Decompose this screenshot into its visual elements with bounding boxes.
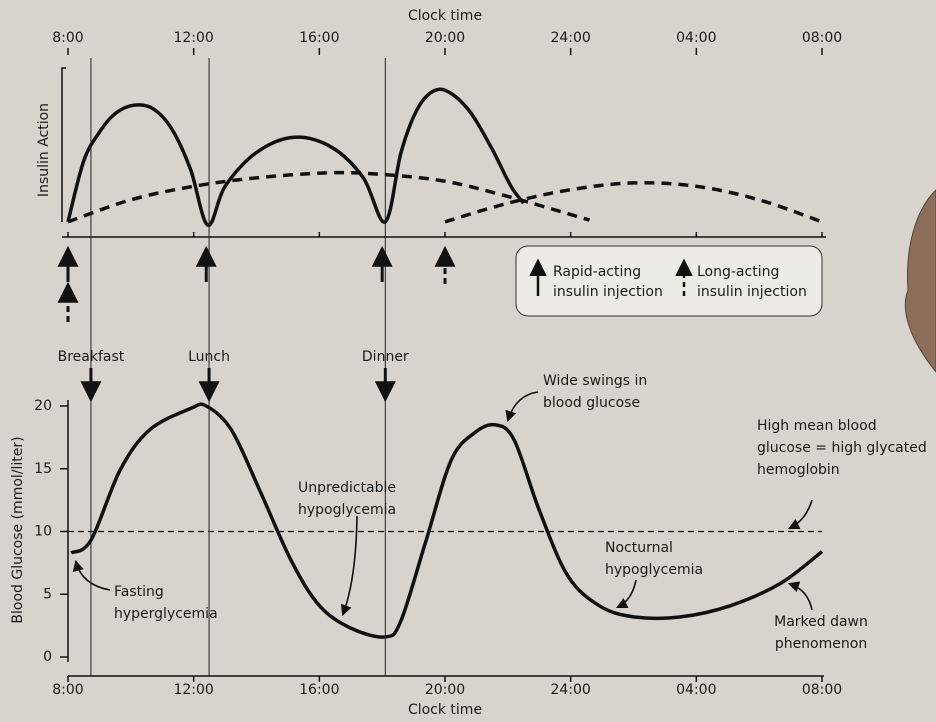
x-tick-label: 16:00 <box>299 30 339 46</box>
x-tick-label: 04:00 <box>676 682 716 698</box>
legend-label: insulin injection <box>553 284 663 300</box>
y-tick-label: 15 <box>34 461 52 477</box>
y-axis-title: Insulin Action <box>36 103 52 197</box>
meal-label: Lunch <box>188 349 230 365</box>
legend-label: insulin injection <box>697 284 807 300</box>
legend-label: Rapid-acting <box>553 264 641 280</box>
y-tick-label: 5 <box>43 586 52 602</box>
y-tick-label: 0 <box>43 649 52 665</box>
annotation: Marked dawn <box>774 614 868 630</box>
x-tick-label: 24:00 <box>550 682 590 698</box>
x-tick-label: 20:00 <box>425 30 465 46</box>
x-tick-label: 12:00 <box>173 682 213 698</box>
legend <box>516 246 822 316</box>
x-tick-label: 16:00 <box>299 682 339 698</box>
x-tick-label: 04:00 <box>676 30 716 46</box>
y-tick-label: 20 <box>34 398 52 414</box>
annotation: blood glucose <box>543 395 640 411</box>
meal-label: Dinner <box>362 349 409 365</box>
annotation: glucose = high glycated <box>757 440 927 456</box>
annotation: hypoglycemia <box>298 502 396 518</box>
x-tick-label: 24:00 <box>550 30 590 46</box>
x-tick-label: 12:00 <box>173 30 213 46</box>
x-tick-label: 08:00 <box>802 682 842 698</box>
annotation: Fasting <box>114 584 164 600</box>
y-axis-title: Blood Glucose (mmol/liter) <box>10 436 26 623</box>
figure: Clock time Insulin Action Rapid-acting i… <box>0 0 936 722</box>
annotation: hyperglycemia <box>114 606 218 622</box>
x-axis-title: Clock time <box>408 702 482 718</box>
annotation: Unpredictable <box>298 480 396 496</box>
meal-label: Breakfast <box>58 349 125 365</box>
y-tick-label: 10 <box>34 524 52 540</box>
x-tick-label: 20:00 <box>425 682 465 698</box>
annotation: phenomenon <box>775 636 867 652</box>
legend-label: Long-acting <box>697 264 779 280</box>
annotation: Wide swings in <box>543 373 647 389</box>
x-tick-label: 8:00 <box>52 682 83 698</box>
x-axis-title: Clock time <box>408 8 482 24</box>
annotation: hemoglobin <box>757 462 840 478</box>
x-tick-label: 8:00 <box>52 30 83 46</box>
annotation: hypoglycemia <box>605 562 703 578</box>
x-tick-label: 08:00 <box>802 30 842 46</box>
annotation: Nocturnal <box>605 540 673 556</box>
annotation: High mean blood <box>757 418 877 434</box>
